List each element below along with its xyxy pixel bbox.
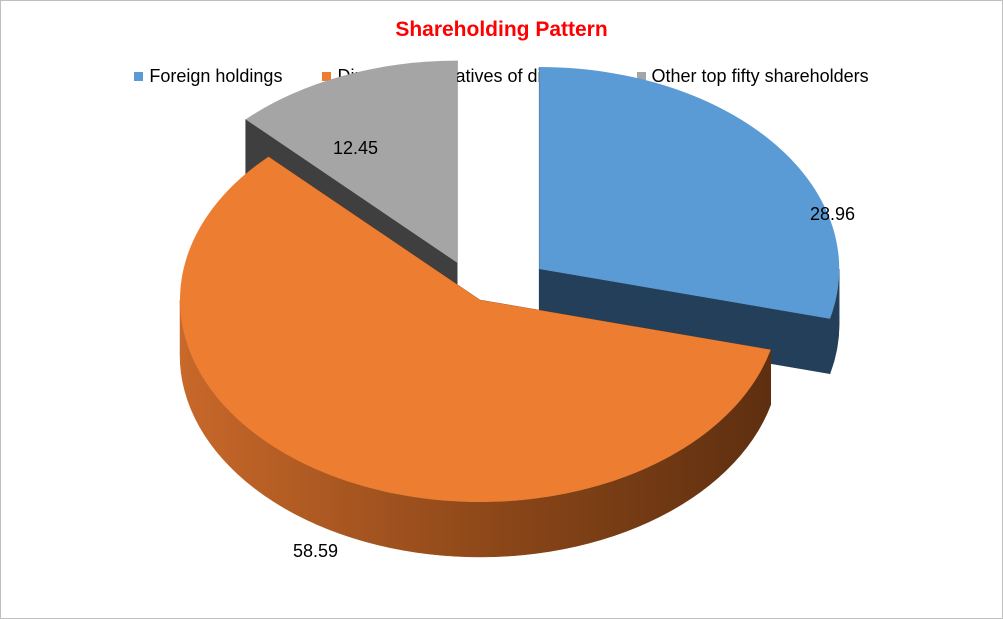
legend-swatch-others [636,72,646,81]
pie-slice-others [245,60,458,263]
legend-item-others: Other top fifty shareholders [636,66,869,87]
pie-slice-foreign [539,66,840,319]
legend-swatch-directors [322,72,332,81]
legend-label-others: Other top fifty shareholders [651,66,869,86]
legend-label-foreign: Foreign holdings [149,66,283,86]
data-label-others: 12.45 [333,138,378,158]
pie-data-labels: 28.96 58.59 12.45 [293,138,855,561]
data-label-directors: 58.59 [293,541,338,561]
data-label-foreign: 28.96 [810,204,855,224]
legend-item-foreign: Foreign holdings [134,66,282,87]
pie-top-faces [179,60,840,503]
chart-title: Shareholding Pattern [395,18,608,41]
pie-slice-directors [179,156,771,503]
legend-swatch-foreign [134,72,144,81]
